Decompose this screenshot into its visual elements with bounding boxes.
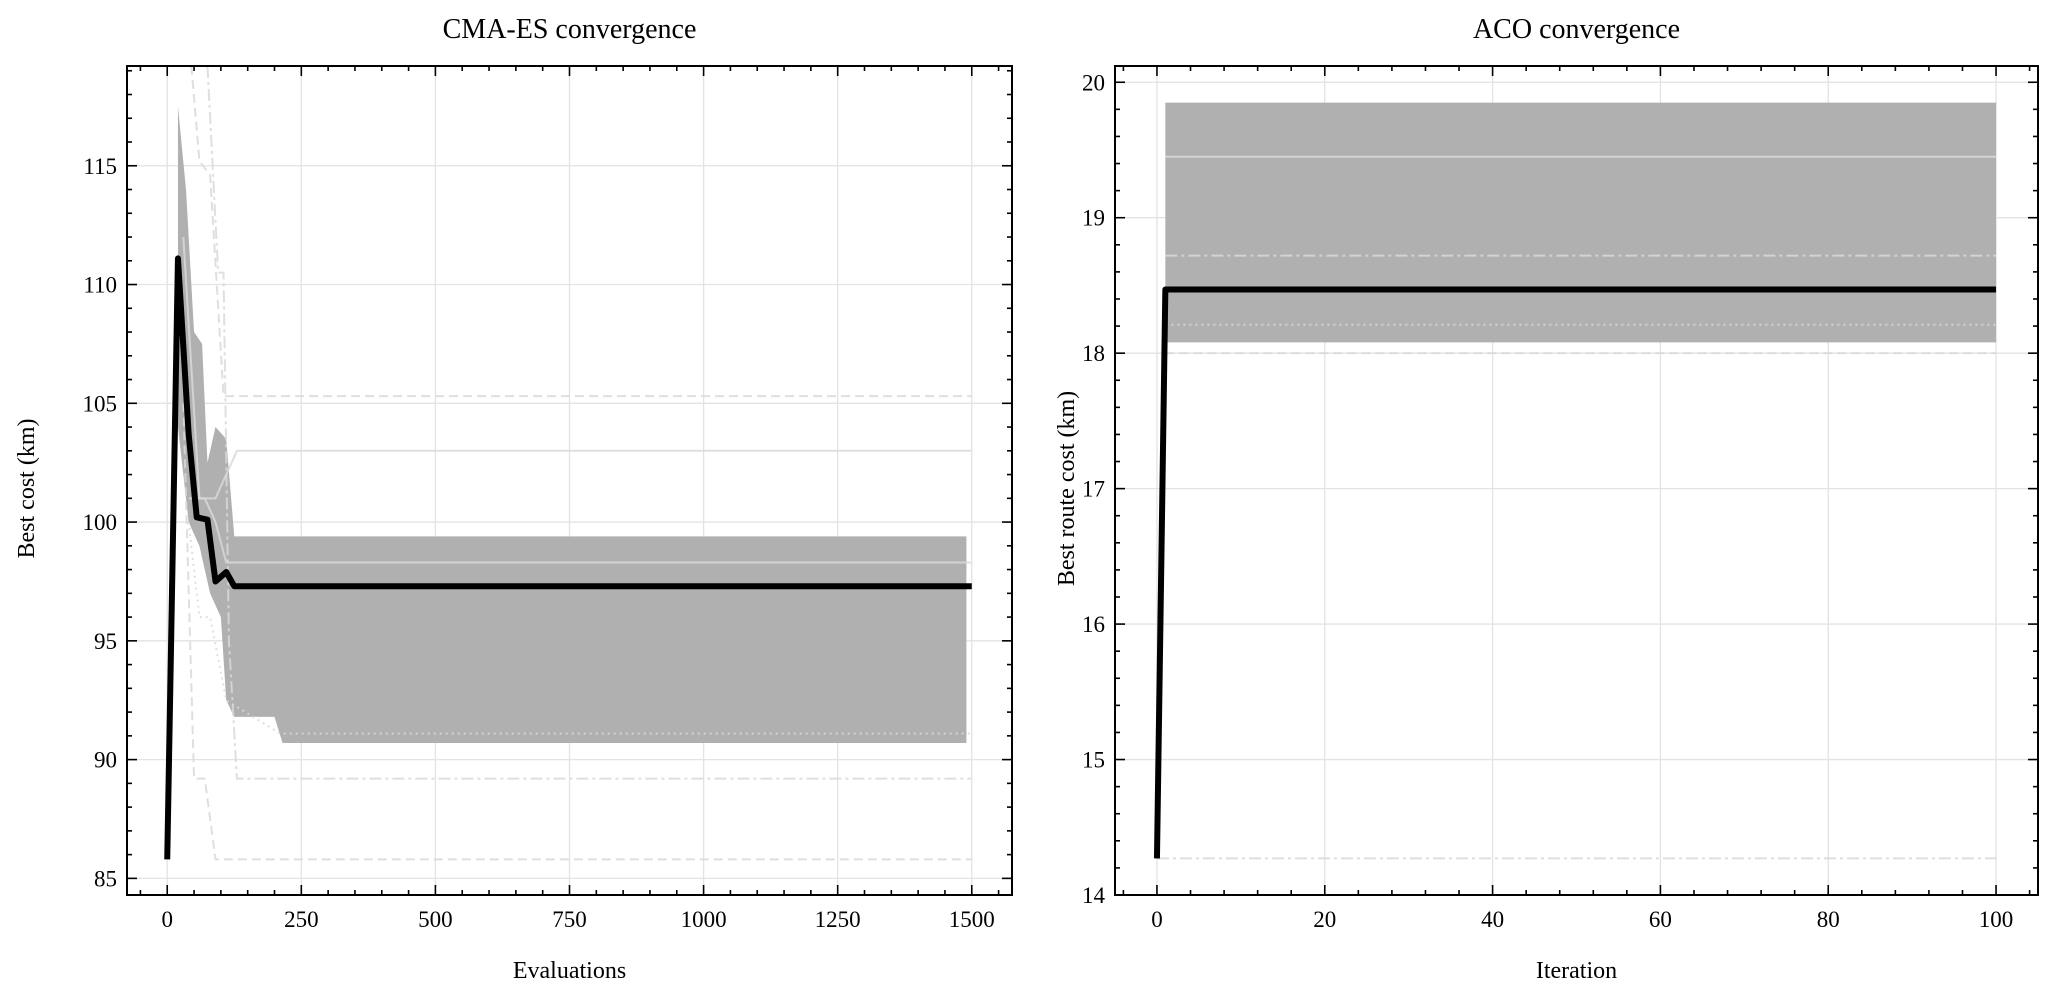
- aco-chart: 0 20 40 60 80 100 14 15 16 17 18 19 20 ACO convergenc…: [1054, 14, 2039, 984]
- x-tick-label: 40: [1481, 907, 1504, 932]
- x-axis-label: Evaluations: [513, 958, 626, 984]
- y-tick-label: 100: [83, 510, 118, 535]
- axes-frame: [1114, 65, 2039, 896]
- run-line: [182, 403, 972, 861]
- y-tick-label: 15: [1082, 748, 1105, 773]
- x-axis-label: Iteration: [1536, 958, 1617, 984]
- mean-line: [164, 255, 972, 860]
- run-line: [187, 521, 972, 735]
- chart-title: ACO convergence: [1473, 14, 1680, 45]
- y-tick-label: 110: [83, 273, 117, 298]
- y-tick-label: 18: [1082, 341, 1105, 366]
- cmaes-chart: 0 250 500 750 1000 1250 1500 85 90 95 100 105 110 115…: [14, 14, 1013, 984]
- plot-area: [164, 66, 972, 861]
- y-tick-label: 95: [94, 629, 117, 654]
- run-line: [182, 236, 972, 500]
- y-tick-label: 19: [1082, 206, 1105, 231]
- x-tick-label: 80: [1817, 907, 1840, 932]
- y-tick-label: 16: [1082, 612, 1105, 637]
- y-tick-label: 115: [83, 154, 117, 179]
- y-tick-label: 105: [83, 391, 118, 416]
- x-tick-label: 20: [1313, 907, 1336, 932]
- std-band: [1165, 102, 1997, 343]
- y-tick-label: 14: [1082, 883, 1106, 908]
- mean-line: [1153, 286, 1997, 859]
- y-axis-label: Best route cost (km): [1054, 391, 1080, 586]
- y-tick-label: 90: [94, 748, 117, 773]
- y-tick-label: 20: [1082, 70, 1105, 95]
- y-tick-label: 85: [94, 866, 117, 891]
- run-line: [190, 66, 972, 398]
- x-tick-label: 750: [552, 907, 587, 932]
- run-line: [206, 66, 972, 780]
- run-line: [188, 497, 972, 564]
- x-tick-label: 60: [1649, 907, 1672, 932]
- x-tick-label: 1500: [949, 907, 995, 932]
- plot-area: [1153, 102, 1997, 860]
- x-tick-label: 0: [161, 907, 173, 932]
- x-tick-label: 250: [284, 907, 319, 932]
- x-tick-label: 500: [418, 907, 453, 932]
- y-tick-label: 17: [1082, 477, 1105, 502]
- x-tick-label: 1000: [681, 907, 727, 932]
- x-tick-label: 1250: [815, 907, 861, 932]
- x-tick-label: 100: [1979, 907, 2014, 932]
- std-band: [177, 106, 967, 743]
- chart-title: CMA-ES convergence: [443, 14, 697, 45]
- y-axis-label: Best cost (km): [14, 419, 40, 559]
- x-tick-label: 0: [1151, 907, 1163, 932]
